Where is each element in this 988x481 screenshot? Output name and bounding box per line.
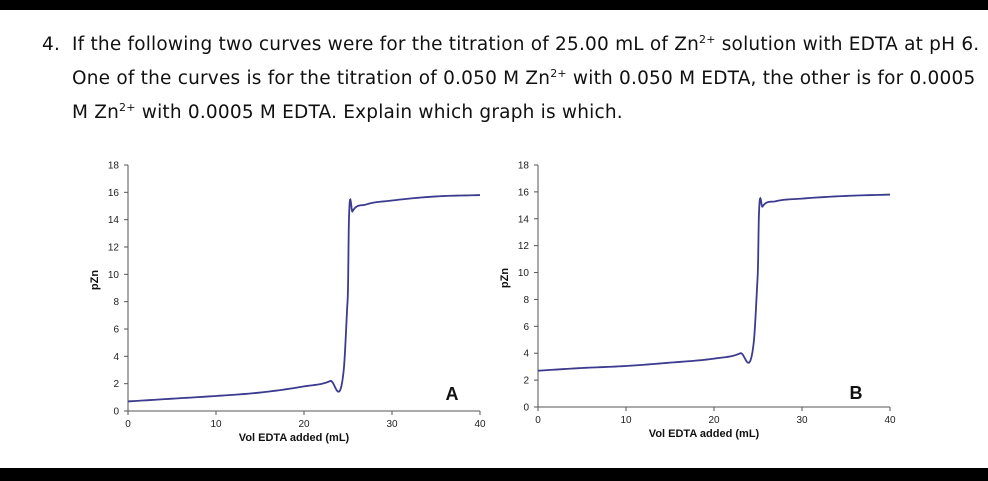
question-line-1-sup: 2+ <box>699 32 716 46</box>
question-number: 4. <box>42 34 61 55</box>
chart-b-x-tick-label: 10 <box>620 415 632 426</box>
chart-a-y-axis-label: pZn <box>89 270 101 290</box>
question-line-2: One of the curves is for the titration o… <box>42 62 975 96</box>
chart-b: 0 2 4 6 8 10 12 14 16 18 0 10 20 30 40 Vol EDTA added (… <box>499 161 896 441</box>
question-line-1-b: solution with EDTA at pH 6. <box>715 34 980 55</box>
question-line-2-a: One of the curves is for the titration o… <box>72 68 551 89</box>
bottom-border <box>0 468 988 481</box>
chart-b-y-tick-label: 10 <box>518 268 530 279</box>
chart-b-panel-label: B <box>850 383 863 403</box>
chart-a-y-tick-label: 2 <box>113 379 119 390</box>
chart-a-x-tick-label: 30 <box>386 419 398 430</box>
chart-b-y-tick-label: 2 <box>523 376 529 387</box>
question-line-1: 4. If the following two curves were for t… <box>42 28 979 62</box>
question-line-3-b: with 0.0005 M EDTA. Explain which graph … <box>135 102 623 123</box>
question-line-2-b: with 0.050 M EDTA, the other is for 0.00… <box>566 68 976 89</box>
chart-a-x-tick-label: 20 <box>298 419 310 430</box>
chart-a-y-tick-label: 18 <box>108 161 120 172</box>
chart-b-y-tick-label: 18 <box>518 161 530 172</box>
chart-a-x-tick-label: 40 <box>474 419 486 430</box>
chart-b-x-tick-label: 0 <box>535 415 541 426</box>
chart-b-x-tick-label: 30 <box>796 415 808 426</box>
question-line-3-a: M Zn <box>72 102 120 123</box>
question-text: 4. If the following two curves were for t… <box>42 28 979 130</box>
chart-a-y-tick-label: 10 <box>108 270 120 281</box>
chart-a: 0 2 4 6 8 10 12 14 16 18 0 10 20 30 40 Vol EDTA added (… <box>89 161 486 445</box>
chart-a-panel-label: A <box>446 384 459 404</box>
question-line-2-sup: 2+ <box>550 66 567 80</box>
chart-a-x-tick-label: 10 <box>210 419 222 430</box>
chart-a-y-tick-label: 6 <box>113 325 119 336</box>
chart-a-curve <box>127 194 481 403</box>
chart-a-y-tick-label: 4 <box>113 352 119 363</box>
chart-a-y-tick-label: 8 <box>113 297 119 308</box>
chart-b-x-tick-label: 40 <box>884 415 896 426</box>
chart-a-x-tick-label: 0 <box>125 419 131 430</box>
chart-b-x-axis-label: Vol EDTA added (mL) <box>649 428 760 440</box>
question-line-3: M Zn2+ with 0.0005 M EDTA. Explain which… <box>42 96 972 130</box>
chart-b-y-tick-label: 12 <box>518 241 530 252</box>
question-line-3-sup: 2+ <box>119 100 136 114</box>
chart-b-y-tick-label: 6 <box>523 322 529 333</box>
question-line-1-a: If the following two curves were for the… <box>72 34 699 55</box>
chart-b-y-tick-label: 16 <box>518 187 530 198</box>
chart-a-y-tick-label: 12 <box>108 243 120 254</box>
chart-a-y-tick-label: 0 <box>113 407 119 418</box>
chart-a-y-tick-label: 16 <box>108 188 120 199</box>
chart-b-x-tick-label: 20 <box>708 415 720 426</box>
chart-a-x-axis-label: Vol EDTA added (mL) <box>239 432 350 444</box>
chart-b-y-tick-label: 4 <box>523 349 529 360</box>
top-border <box>0 0 988 10</box>
chart-a-y-tick-label: 14 <box>108 215 120 226</box>
chart-b-y-tick-label: 0 <box>523 403 529 414</box>
chart-b-y-tick-label: 14 <box>518 214 530 225</box>
chart-b-y-tick-label: 8 <box>523 295 529 306</box>
chart-b-curve <box>537 193 891 372</box>
chart-b-y-axis-label: pZn <box>499 268 511 288</box>
